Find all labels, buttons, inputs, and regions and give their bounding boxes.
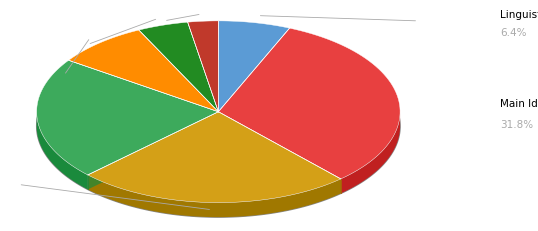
- Polygon shape: [69, 31, 218, 112]
- Polygon shape: [88, 175, 341, 217]
- Polygon shape: [218, 112, 341, 194]
- Text: 6.4%: 6.4%: [500, 28, 527, 38]
- Text: Linguistic Matching: Linguistic Matching: [500, 9, 538, 20]
- Polygon shape: [37, 36, 400, 217]
- Polygon shape: [139, 23, 218, 112]
- Polygon shape: [37, 112, 88, 190]
- Polygon shape: [218, 22, 289, 112]
- Polygon shape: [88, 112, 341, 203]
- Polygon shape: [218, 112, 341, 194]
- Polygon shape: [218, 29, 400, 179]
- Text: 31.8%: 31.8%: [500, 120, 533, 130]
- Polygon shape: [341, 114, 400, 194]
- Polygon shape: [88, 112, 218, 190]
- Polygon shape: [88, 112, 218, 190]
- Polygon shape: [37, 61, 218, 175]
- Polygon shape: [188, 22, 218, 112]
- Text: Main Idea: Main Idea: [500, 98, 538, 108]
